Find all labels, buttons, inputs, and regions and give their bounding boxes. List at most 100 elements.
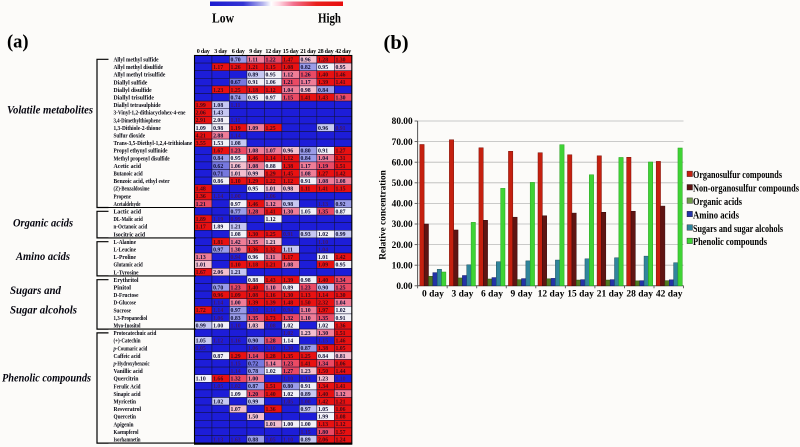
svg-text:1.04: 1.04 — [335, 301, 345, 307]
svg-text:2.88: 2.88 — [213, 133, 223, 139]
svg-text:1.45: 1.45 — [283, 171, 293, 177]
svg-text:0.88: 0.88 — [266, 164, 276, 170]
svg-text:L-Proline: L-Proline — [114, 254, 137, 261]
svg-text:0.80: 0.80 — [300, 149, 310, 155]
svg-text:1.07: 1.07 — [231, 407, 241, 413]
svg-text:1.15: 1.15 — [283, 95, 293, 101]
svg-text:1.30: 1.30 — [283, 293, 293, 299]
svg-text:0.87: 0.87 — [248, 384, 258, 390]
svg-text:0.78: 0.78 — [248, 369, 258, 375]
svg-text:Protocatechuic acid: Protocatechuic acid — [114, 330, 157, 337]
svg-text:1.25: 1.25 — [300, 354, 310, 360]
svg-text:9 day: 9 day — [249, 49, 262, 55]
svg-text:1.41: 1.41 — [300, 95, 310, 101]
svg-text:1.00: 1.00 — [231, 194, 241, 200]
svg-text:9 day: 9 day — [511, 290, 533, 300]
svg-text:30.00: 30.00 — [392, 220, 413, 230]
svg-text:3 day: 3 day — [451, 290, 473, 300]
svg-text:(a): (a) — [7, 33, 29, 53]
svg-text:Glutamic acid: Glutamic acid — [114, 262, 143, 269]
svg-text:1.28: 1.28 — [266, 339, 276, 345]
svg-text:1.08: 1.08 — [248, 149, 258, 155]
svg-text:1.23: 1.23 — [283, 361, 293, 367]
svg-text:0.84: 0.84 — [318, 88, 328, 94]
svg-text:Diallyl trisulfide: Diallyl trisulfide — [114, 95, 155, 102]
svg-text:1.14: 1.14 — [213, 308, 223, 314]
svg-text:1.05: 1.05 — [318, 407, 328, 413]
svg-text:1.50: 1.50 — [318, 369, 328, 375]
svg-text:Amino acids: Amino acids — [15, 249, 70, 263]
svg-text:0.95: 0.95 — [335, 263, 345, 269]
svg-text:21 day: 21 day — [300, 49, 316, 55]
svg-text:D-Fructose: D-Fructose — [114, 292, 139, 299]
svg-text:12 day: 12 day — [265, 49, 281, 55]
svg-text:0.82: 0.82 — [300, 65, 310, 71]
svg-text:Isocitric acid: Isocitric acid — [114, 231, 146, 238]
svg-text:1.40: 1.40 — [318, 392, 328, 398]
svg-text:1.05: 1.05 — [266, 437, 276, 443]
svg-text:1.06: 1.06 — [335, 407, 345, 413]
svg-text:0 day: 0 day — [197, 49, 210, 55]
svg-text:60.00: 60.00 — [392, 158, 413, 168]
svg-text:0.81: 0.81 — [335, 354, 345, 360]
svg-text:1.05: 1.05 — [196, 346, 206, 352]
svg-text:1.12: 1.12 — [335, 392, 345, 398]
svg-text:Resveratrol: Resveratrol — [114, 406, 142, 413]
svg-text:Allyl methyl trisulfide: Allyl methyl trisulfide — [114, 72, 166, 79]
svg-text:1.21: 1.21 — [283, 80, 293, 86]
svg-text:Quercitrin: Quercitrin — [114, 376, 139, 383]
svg-text:1.27: 1.27 — [283, 369, 293, 375]
svg-text:0.84: 0.84 — [300, 156, 310, 162]
svg-text:1.12: 1.12 — [266, 88, 276, 94]
svg-text:1.21: 1.21 — [196, 202, 206, 208]
svg-text:0.98: 0.98 — [283, 187, 293, 193]
svg-text:2.91: 2.91 — [196, 118, 206, 124]
svg-text:1.02: 1.02 — [266, 369, 276, 375]
svg-text:1.05: 1.05 — [213, 384, 223, 390]
svg-text:1.23: 1.23 — [300, 331, 310, 337]
svg-text:Kaempferol: Kaempferol — [114, 429, 139, 436]
svg-text:1.67: 1.67 — [213, 149, 223, 155]
svg-text:0.96: 0.96 — [318, 126, 328, 132]
svg-text:0.91: 0.91 — [318, 149, 328, 155]
svg-text:12 day: 12 day — [538, 290, 565, 300]
svg-text:3-Vinyl-1,2-dithiacyclohex-4-e: 3-Vinyl-1,2-dithiacyclohex-4-ene — [114, 110, 186, 117]
svg-text:1.34: 1.34 — [335, 278, 345, 284]
svg-text:0.77: 0.77 — [231, 209, 241, 215]
svg-text:1.18: 1.18 — [248, 263, 258, 269]
svg-text:1.15: 1.15 — [300, 430, 310, 436]
svg-text:1.57: 1.57 — [335, 430, 345, 436]
svg-text:Sugars and: Sugars and — [10, 283, 62, 297]
svg-text:40.00: 40.00 — [392, 200, 413, 210]
svg-text:1.28: 1.28 — [318, 57, 328, 63]
svg-text:1.50: 1.50 — [248, 415, 258, 421]
svg-text:Phenolic compounds: Phenolic compounds — [2, 371, 91, 385]
svg-text:1.10: 1.10 — [300, 308, 310, 314]
svg-text:1.43: 1.43 — [318, 95, 328, 101]
svg-text:1.42: 1.42 — [318, 399, 328, 405]
svg-text:1.30: 1.30 — [231, 247, 241, 253]
svg-text:0.98: 0.98 — [300, 278, 310, 284]
svg-text:0.89: 0.89 — [300, 392, 310, 398]
svg-text:1.41: 1.41 — [318, 187, 328, 193]
svg-text:0 day: 0 day — [422, 290, 444, 300]
svg-text:1.25: 1.25 — [266, 126, 276, 132]
svg-text:0.87: 0.87 — [335, 209, 345, 215]
svg-text:1.19: 1.19 — [231, 126, 241, 132]
svg-text:1.17: 1.17 — [300, 80, 310, 86]
svg-text:Acetic acid: Acetic acid — [114, 163, 142, 170]
svg-text:1,3-Dithiole-2-thione: 1,3-Dithiole-2-thione — [114, 125, 161, 132]
svg-text:0.93: 0.93 — [300, 232, 310, 238]
svg-text:1.34: 1.34 — [318, 361, 328, 367]
svg-text:1.14: 1.14 — [213, 301, 223, 307]
svg-text:(b): (b) — [384, 32, 409, 54]
svg-text:1.08: 1.08 — [283, 65, 293, 71]
svg-text:1.04: 1.04 — [283, 88, 293, 94]
svg-text:0.91: 0.91 — [248, 80, 258, 86]
svg-text:D-Glucose: D-Glucose — [114, 300, 137, 307]
svg-text:1.23: 1.23 — [318, 377, 328, 383]
svg-text:1.24: 1.24 — [335, 437, 345, 443]
svg-text:1.39: 1.39 — [318, 80, 328, 86]
svg-text:1.46: 1.46 — [248, 202, 258, 208]
svg-text:1.17: 1.17 — [213, 65, 223, 71]
